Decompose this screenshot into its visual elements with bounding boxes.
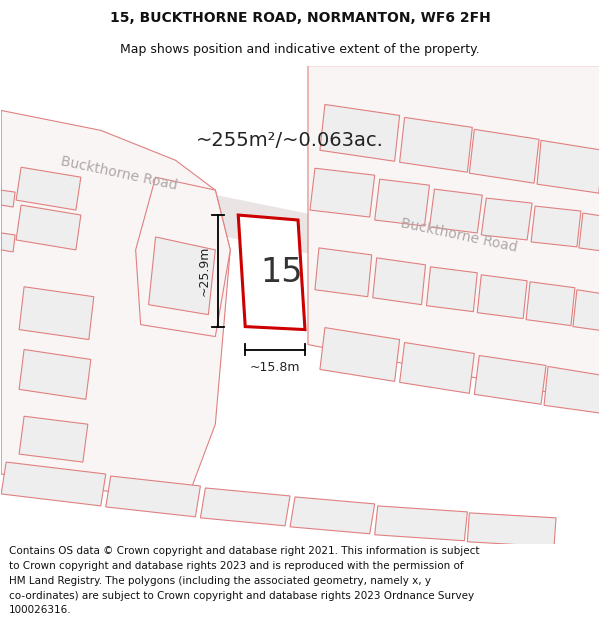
Polygon shape: [478, 275, 527, 319]
Polygon shape: [1, 462, 106, 506]
Polygon shape: [573, 290, 600, 332]
Text: 15, BUCKTHORNE ROAD, NORMANTON, WF6 2FH: 15, BUCKTHORNE ROAD, NORMANTON, WF6 2FH: [110, 11, 490, 26]
Polygon shape: [531, 206, 581, 247]
Polygon shape: [375, 179, 430, 226]
Polygon shape: [1, 111, 230, 504]
Text: Contains OS data © Crown copyright and database right 2021. This information is : Contains OS data © Crown copyright and d…: [9, 546, 479, 556]
Text: co-ordinates) are subject to Crown copyright and database rights 2023 Ordnance S: co-ordinates) are subject to Crown copyr…: [9, 591, 474, 601]
Polygon shape: [475, 356, 546, 404]
Polygon shape: [136, 177, 230, 336]
Polygon shape: [373, 258, 425, 304]
Polygon shape: [526, 282, 575, 326]
Polygon shape: [320, 328, 400, 381]
Polygon shape: [0, 150, 290, 250]
Text: ~255m²/~0.063ac.: ~255m²/~0.063ac.: [196, 131, 383, 150]
Polygon shape: [537, 141, 600, 193]
Polygon shape: [544, 366, 600, 414]
Polygon shape: [16, 168, 81, 210]
Polygon shape: [19, 416, 88, 462]
Polygon shape: [430, 189, 482, 233]
Text: Buckthorne Road: Buckthorne Road: [59, 154, 178, 192]
Polygon shape: [106, 476, 200, 517]
Polygon shape: [320, 104, 400, 161]
Polygon shape: [375, 506, 467, 541]
Polygon shape: [427, 267, 478, 312]
Text: Map shows position and indicative extent of the property.: Map shows position and indicative extent…: [120, 42, 480, 56]
Text: Buckthorne Road: Buckthorne Road: [400, 216, 519, 254]
Text: ~25.9m: ~25.9m: [197, 246, 211, 296]
Text: 100026316.: 100026316.: [9, 606, 71, 616]
Polygon shape: [400, 342, 475, 393]
Polygon shape: [290, 497, 375, 534]
Polygon shape: [149, 237, 215, 314]
Polygon shape: [1, 233, 15, 252]
Polygon shape: [200, 488, 290, 526]
Polygon shape: [16, 205, 81, 250]
Polygon shape: [238, 215, 305, 329]
Polygon shape: [290, 210, 600, 314]
Polygon shape: [315, 248, 372, 297]
Polygon shape: [579, 213, 600, 252]
Text: HM Land Registry. The polygons (including the associated geometry, namely x, y: HM Land Registry. The polygons (includin…: [9, 576, 431, 586]
Text: ~15.8m: ~15.8m: [250, 361, 301, 374]
Polygon shape: [481, 198, 532, 240]
Polygon shape: [19, 349, 91, 399]
Text: 15: 15: [260, 256, 303, 289]
Polygon shape: [469, 129, 539, 183]
Polygon shape: [308, 66, 600, 404]
Polygon shape: [19, 287, 94, 339]
Polygon shape: [467, 513, 556, 547]
Text: to Crown copyright and database rights 2023 and is reproduced with the permissio: to Crown copyright and database rights 2…: [9, 561, 464, 571]
Polygon shape: [1, 190, 15, 207]
Polygon shape: [310, 168, 375, 217]
Polygon shape: [400, 118, 472, 172]
